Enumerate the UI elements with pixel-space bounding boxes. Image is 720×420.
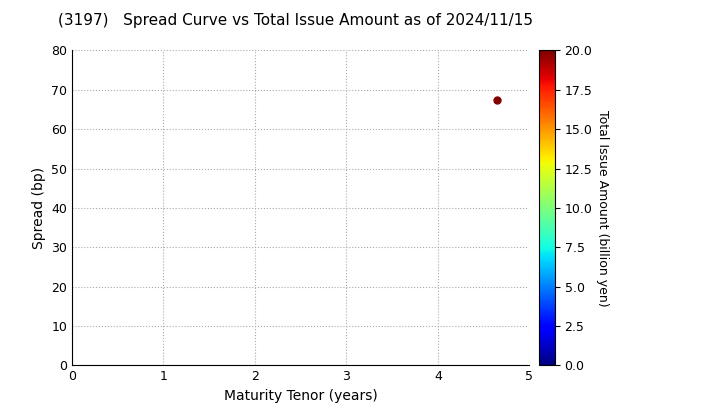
- Y-axis label: Total Issue Amount (billion yen): Total Issue Amount (billion yen): [596, 110, 609, 306]
- Text: (3197)   Spread Curve vs Total Issue Amount as of 2024/11/15: (3197) Spread Curve vs Total Issue Amoun…: [58, 13, 533, 28]
- X-axis label: Maturity Tenor (years): Maturity Tenor (years): [224, 389, 377, 403]
- Point: [492, 96, 503, 103]
- Y-axis label: Spread (bp): Spread (bp): [32, 167, 45, 249]
